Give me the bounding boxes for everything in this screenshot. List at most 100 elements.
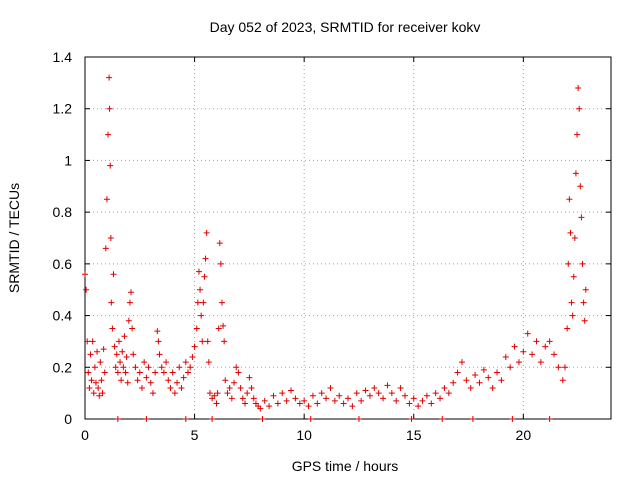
x-axis-label: GPS time / hours	[292, 458, 399, 474]
data-point	[178, 384, 185, 391]
data-point	[578, 214, 585, 221]
data-point	[408, 416, 415, 422]
data-point	[423, 392, 430, 399]
y-tick-label: 0.4	[53, 308, 73, 324]
data-point	[327, 384, 334, 391]
data-point	[96, 392, 103, 399]
data-point	[136, 369, 143, 376]
data-point	[147, 379, 154, 386]
x-tick-label: 10	[296, 427, 312, 443]
data-point	[206, 390, 213, 397]
data-point	[156, 351, 163, 358]
data-point	[222, 377, 229, 384]
data-point	[437, 395, 444, 402]
data-point	[494, 369, 501, 376]
data-point	[174, 379, 181, 386]
data-point	[259, 416, 266, 422]
data-point	[244, 390, 251, 397]
data-point	[575, 85, 582, 92]
data-point	[246, 374, 253, 381]
data-point	[171, 390, 178, 397]
data-point	[107, 162, 114, 169]
data-point	[226, 384, 233, 391]
data-point	[209, 416, 216, 422]
data-point	[95, 384, 102, 391]
data-point	[296, 400, 303, 407]
data-point	[450, 379, 457, 386]
data-point	[120, 364, 127, 371]
data-point	[130, 351, 137, 358]
data-point	[105, 131, 112, 138]
data-point	[439, 416, 446, 422]
data-point	[201, 273, 208, 280]
data-point	[231, 379, 238, 386]
data-point	[570, 273, 577, 280]
data-point	[397, 384, 404, 391]
y-axis-label: SRMTID / TECUs	[6, 183, 22, 293]
grid	[85, 57, 611, 419]
data-point	[266, 403, 273, 410]
data-point	[118, 377, 125, 384]
data-point	[180, 374, 187, 381]
data-point	[314, 400, 321, 407]
data-point	[216, 240, 223, 247]
data-point	[205, 359, 212, 366]
data-point	[101, 369, 108, 376]
data-point	[248, 384, 255, 391]
data-point	[551, 351, 558, 358]
data-point	[211, 392, 218, 399]
data-point	[502, 353, 509, 360]
data-point	[241, 400, 248, 407]
data-point	[509, 416, 516, 422]
data-point	[472, 372, 479, 379]
data-point	[97, 359, 104, 366]
data-point	[167, 384, 174, 391]
data-point	[349, 403, 356, 410]
data-point	[128, 289, 135, 296]
data-point	[555, 364, 562, 371]
data-point	[366, 392, 373, 399]
data-point	[91, 364, 98, 371]
data-point	[87, 351, 94, 358]
data-point	[458, 359, 465, 366]
data-point	[165, 377, 172, 384]
data-point	[145, 364, 152, 371]
data-point	[158, 364, 165, 371]
data-point	[401, 392, 408, 399]
data-point	[498, 377, 505, 384]
data-point	[228, 395, 235, 402]
data-point	[109, 325, 116, 332]
data-point	[288, 387, 295, 394]
data-point	[515, 359, 522, 366]
data-point	[511, 343, 518, 350]
y-tick-label: 0	[64, 411, 72, 427]
data-point	[307, 416, 314, 422]
data-point	[362, 387, 369, 394]
data-point	[415, 403, 422, 410]
data-point	[132, 364, 139, 371]
x-tick-label: 5	[191, 427, 199, 443]
data-point	[572, 170, 579, 177]
y-tick-label: 1.2	[53, 101, 73, 117]
data-point	[143, 374, 150, 381]
x-tick-label: 0	[81, 427, 89, 443]
data-point	[375, 390, 382, 397]
data-point	[213, 400, 220, 407]
data-point	[110, 271, 117, 278]
data-point	[467, 384, 474, 391]
data-point	[152, 369, 159, 376]
data-point	[85, 369, 92, 376]
data-point	[185, 369, 192, 376]
data-point	[353, 390, 360, 397]
data-point	[102, 245, 109, 252]
data-point	[331, 397, 338, 404]
y-tick-label: 0.2	[53, 359, 73, 375]
data-point	[380, 395, 387, 402]
data-point	[221, 338, 228, 345]
data-point	[257, 405, 264, 412]
data-point	[182, 416, 189, 422]
data-point	[119, 348, 126, 355]
data-point	[187, 364, 194, 371]
data-point	[355, 416, 362, 422]
data-point	[371, 384, 378, 391]
